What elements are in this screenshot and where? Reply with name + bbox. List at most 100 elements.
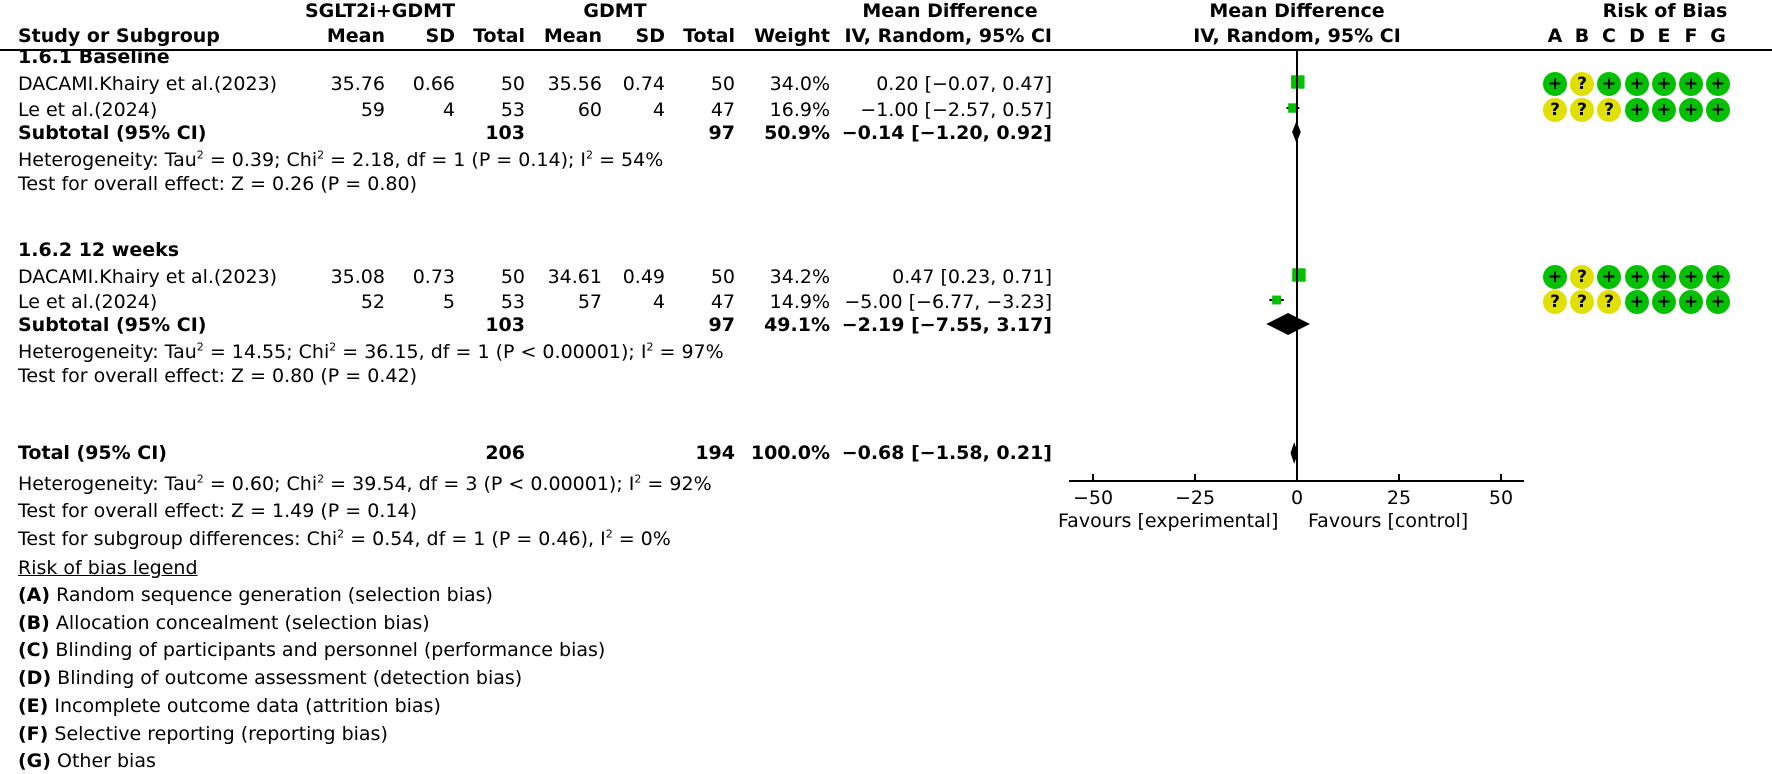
rob-letter-E: E: [1657, 25, 1671, 47]
cell-n2: 50: [710, 73, 735, 95]
legend-text: Allocation concealment (selection bias): [49, 611, 430, 634]
sd1-header: SD: [425, 25, 455, 47]
cell-m2: 57: [577, 291, 602, 313]
cell-sd2: 0.49: [622, 266, 665, 288]
rob-letter-B: B: [1574, 25, 1590, 47]
subgroup-title: 1.6.1 Baseline: [18, 46, 170, 68]
total1-header: Total: [473, 25, 525, 47]
legend-text: Selective reporting (reporting bias): [48, 722, 388, 745]
low-risk-icon: +: [1679, 265, 1703, 289]
low-risk-icon: +: [1597, 72, 1621, 96]
cell-n1: 50: [500, 73, 525, 95]
study-name: Subtotal (95% CI): [18, 122, 207, 144]
sd2-header: SD: [635, 25, 665, 47]
low-risk-icon: +: [1652, 98, 1676, 122]
legend-key: (G): [18, 750, 51, 773]
tick-label: −25: [1174, 487, 1216, 509]
legend-text: Random sequence generation (selection bi…: [50, 584, 493, 606]
tick-label: 50: [1488, 487, 1514, 509]
tick-label: 0: [1290, 487, 1304, 509]
cell-sd1: 4: [442, 99, 455, 121]
cell-sd2: 4: [652, 291, 665, 313]
group2-header: GDMT: [583, 0, 647, 22]
heterogeneity-text: Heterogeneity: Tau2 = 0.39; Chi2 = 2.18,…: [18, 148, 664, 171]
low-risk-icon: +: [1706, 265, 1730, 289]
low-risk-icon: +: [1706, 98, 1730, 122]
cell-ci: −2.19 [−7.55, 3.17]: [841, 314, 1052, 336]
tick-label: 25: [1386, 487, 1412, 509]
low-risk-icon: +: [1543, 265, 1567, 289]
header-rule: [0, 49, 1772, 51]
study-marker: [1292, 268, 1306, 282]
study-marker: [1288, 103, 1298, 113]
study-name: DACAMI.Khairy et al.(2023): [18, 73, 278, 95]
cell-sd2: 4: [652, 99, 665, 121]
unclear-risk-icon: ?: [1597, 290, 1621, 314]
cell-m2: 60: [577, 99, 602, 121]
cell-sd1: 0.73: [412, 266, 455, 288]
cell-n1: 103: [485, 314, 525, 336]
cell-sd1: 0.66: [412, 73, 455, 95]
cell-m1: 52: [360, 291, 385, 313]
legend-item: (F) Selective reporting (reporting bias): [18, 723, 388, 745]
study-name: Le et al.(2024): [18, 99, 158, 121]
unclear-risk-icon: ?: [1570, 290, 1594, 314]
overall-effect-text: Test for overall effect: Z = 0.80 (P = 0…: [18, 365, 417, 387]
legend-text: Other bias: [50, 750, 156, 773]
cell-ci: −0.68 [−1.58, 0.21]: [841, 442, 1052, 464]
legend-item: (B) Allocation concealment (selection bi…: [18, 612, 430, 634]
legend-item: (D) Blinding of outcome assessment (dete…: [18, 667, 522, 689]
cell-m2: 34.61: [547, 266, 602, 288]
total-overall-effect-text: Test for overall effect: Z = 1.49 (P = 0…: [18, 500, 417, 522]
favours-left-label: Favours [experimental]: [1058, 510, 1279, 532]
cell-n2: 50: [710, 266, 735, 288]
rob-letter-G: G: [1710, 25, 1726, 47]
cell-ci: 0.47 [0.23, 0.71]: [892, 266, 1052, 288]
low-risk-icon: +: [1679, 290, 1703, 314]
cell-n2: 47: [710, 291, 735, 313]
cell-n2: 47: [710, 99, 735, 121]
low-risk-icon: +: [1625, 72, 1649, 96]
study-marker: [1272, 295, 1282, 305]
cell-ci: 0.20 [−0.07, 0.47]: [876, 73, 1052, 95]
legend-text: Blinding of outcome assessment (detectio…: [51, 667, 523, 690]
cell-weight: 49.1%: [764, 314, 830, 336]
cell-ci: −5.00 [−6.77, −3.23]: [844, 291, 1052, 313]
low-risk-icon: +: [1625, 290, 1649, 314]
study-name: DACAMI.Khairy et al.(2023): [18, 266, 278, 288]
cell-n1: 53: [500, 99, 525, 121]
legend-item: (G) Other bias: [18, 750, 156, 772]
rob-header: Risk of Bias: [1602, 0, 1728, 22]
cell-ci: −0.14 [−1.20, 0.92]: [841, 122, 1052, 144]
legend-item: (C) Blinding of participants and personn…: [18, 639, 605, 661]
total2-header: Total: [683, 25, 735, 47]
cell-m1: 59: [360, 99, 385, 121]
study-name: Total (95% CI): [18, 442, 167, 464]
cell-n1: 103: [485, 122, 525, 144]
legend-title: Risk of bias legend: [18, 557, 198, 579]
rob-letter-D: D: [1629, 25, 1645, 47]
low-risk-icon: +: [1652, 290, 1676, 314]
cell-weight: 34.2%: [769, 266, 830, 288]
low-risk-icon: +: [1679, 72, 1703, 96]
cell-n1: 206: [485, 442, 525, 464]
cell-n2: 194: [695, 442, 735, 464]
mean1-header: Mean: [326, 25, 385, 47]
legend-key: (F): [18, 722, 49, 745]
low-risk-icon: +: [1652, 265, 1676, 289]
plot-header: Mean Difference: [1209, 0, 1385, 22]
md-method-header: IV, Random, 95% CI: [844, 25, 1052, 47]
cell-m2: 35.56: [547, 73, 602, 95]
unclear-risk-icon: ?: [1597, 98, 1621, 122]
unclear-risk-icon: ?: [1570, 98, 1594, 122]
low-risk-icon: +: [1597, 265, 1621, 289]
cell-n2: 97: [708, 314, 735, 336]
tick-label: −50: [1072, 487, 1114, 509]
cell-weight: 14.9%: [769, 291, 830, 313]
low-risk-icon: +: [1679, 98, 1703, 122]
legend-item: (E) Incomplete outcome data (attrition b…: [18, 695, 441, 717]
low-risk-icon: +: [1706, 290, 1730, 314]
plot-method-header: IV, Random, 95% CI: [1193, 25, 1401, 47]
unclear-risk-icon: ?: [1570, 265, 1594, 289]
